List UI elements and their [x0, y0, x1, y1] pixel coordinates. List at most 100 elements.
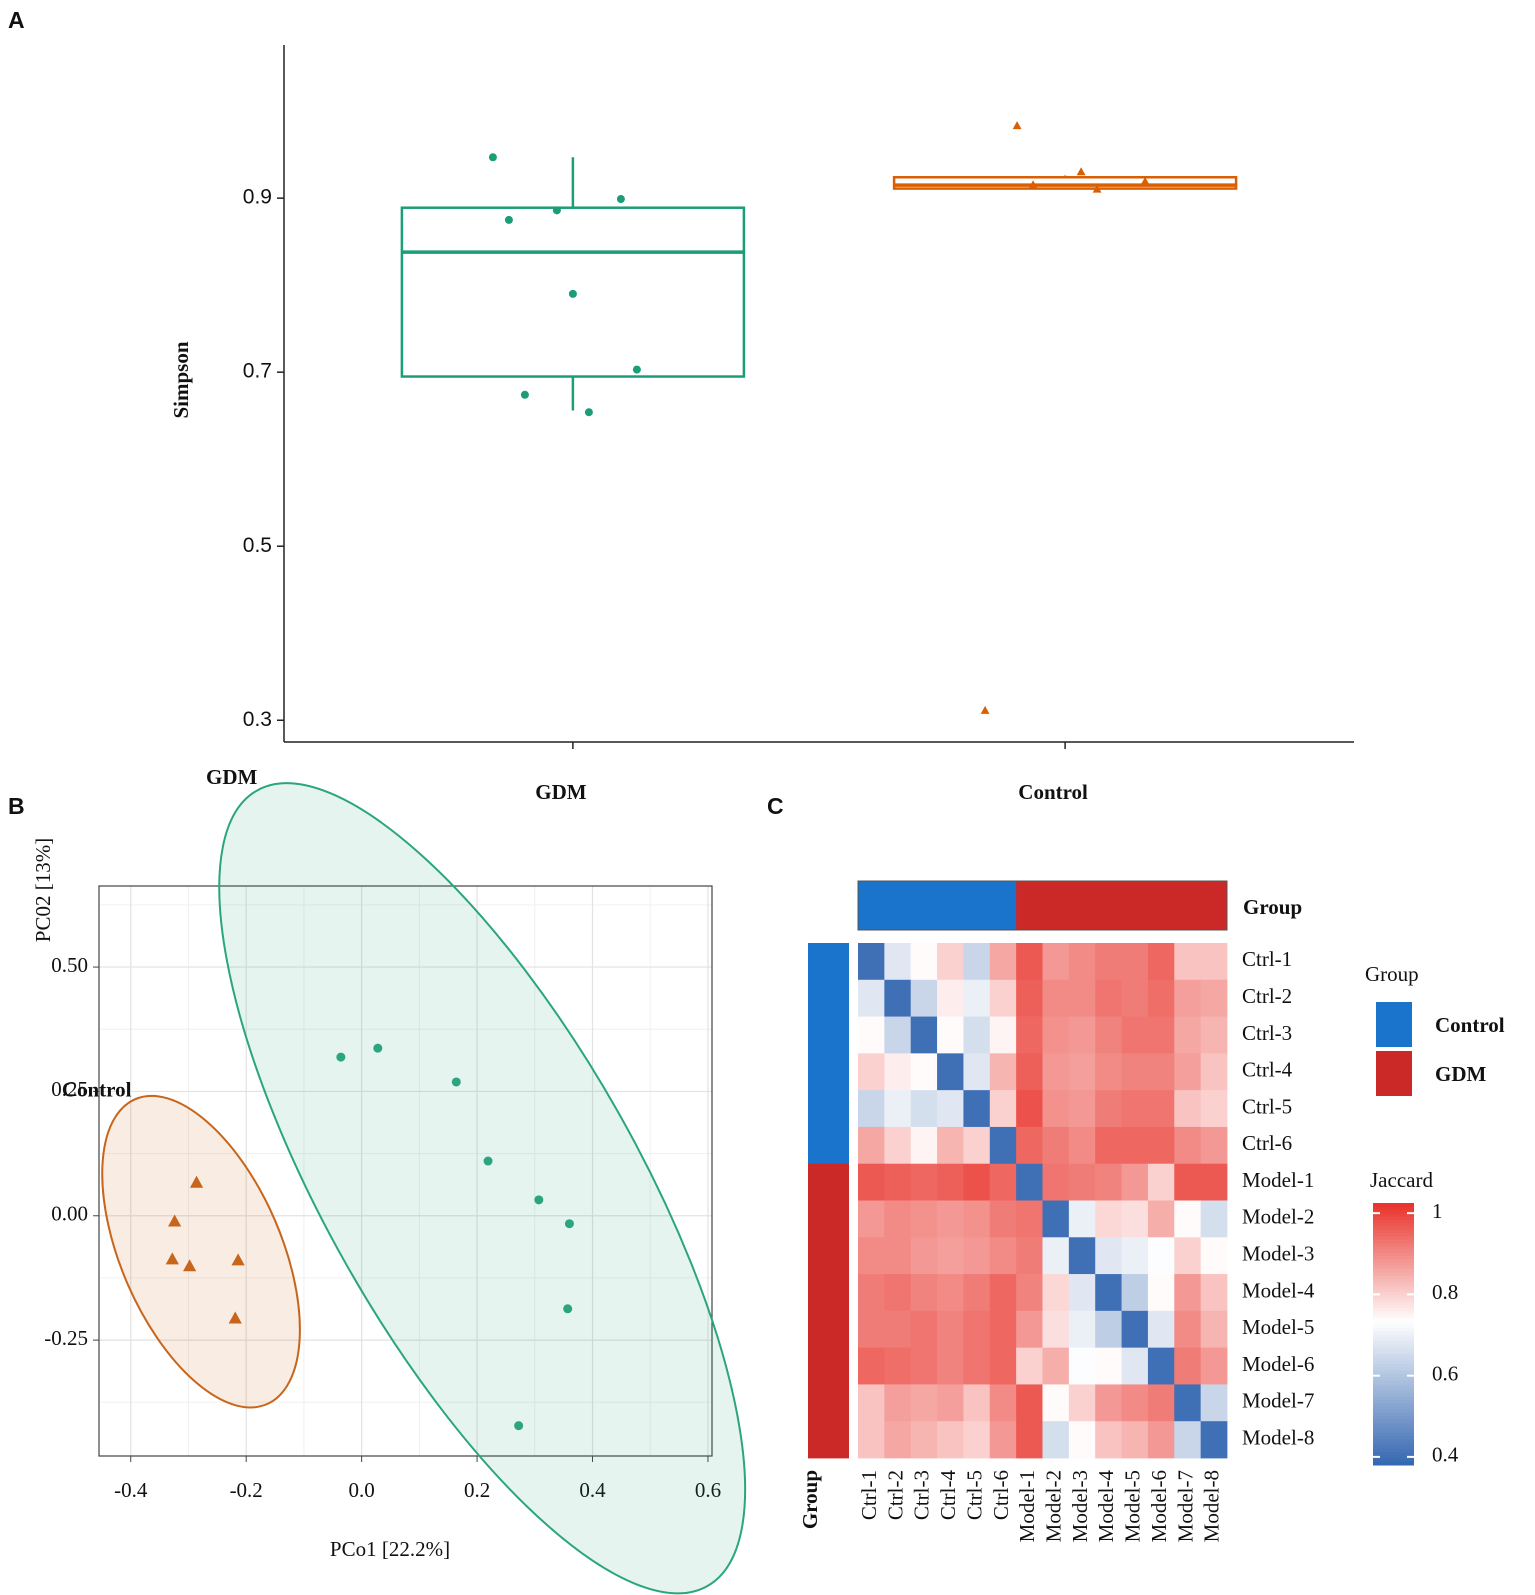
box — [400, 206, 746, 378]
colorbar-step — [1373, 1297, 1414, 1302]
heatmap-cell — [989, 1200, 1017, 1238]
heatmap-cell — [1042, 943, 1070, 981]
point — [616, 195, 625, 204]
heatmap-cell — [1016, 1237, 1043, 1275]
colorbar-step — [1373, 1330, 1414, 1335]
heatmap-cell — [1121, 1126, 1149, 1165]
y-axis-title: Simpson — [169, 341, 193, 418]
heatmap-cell — [963, 1310, 991, 1349]
heatmap-cell — [884, 1090, 912, 1128]
heatmap-cell — [910, 1237, 938, 1275]
point — [165, 1252, 179, 1265]
colorbar-step — [1373, 1271, 1414, 1276]
heatmap-cell — [884, 1237, 912, 1275]
heatmap-cell — [1174, 1163, 1202, 1201]
point — [534, 1195, 544, 1205]
x-tick-label: 0.2 — [464, 1478, 490, 1502]
colorbar-step — [1373, 1376, 1414, 1381]
point — [504, 215, 513, 224]
heatmap-cell — [1147, 943, 1175, 981]
heatmap-cell — [1095, 1200, 1122, 1238]
heatmap-cell — [1174, 979, 1202, 1017]
heatmap-cell — [858, 1421, 885, 1459]
colorbar-step — [1373, 1232, 1414, 1237]
heatmap-cell — [1042, 1310, 1070, 1349]
heatmap-cell — [963, 1347, 991, 1385]
colorbar-step — [1373, 1268, 1414, 1273]
heatmap-cell — [989, 1016, 1017, 1054]
heatmap-cell — [1095, 1274, 1122, 1312]
colorbar-step — [1373, 1409, 1414, 1414]
heatmap-cell — [1068, 1274, 1096, 1312]
row-label: Ctrl-6 — [1242, 1131, 1292, 1155]
column-annotation — [1095, 881, 1122, 930]
colorbar-step — [1373, 1317, 1414, 1322]
heatmap-cell — [884, 1347, 912, 1385]
heatmap-cell — [1121, 1421, 1149, 1459]
heatmap-cell — [1042, 1090, 1070, 1128]
colorbar-step — [1373, 1209, 1414, 1214]
colorbar-step — [1373, 1278, 1414, 1283]
colorbar-step — [1373, 1301, 1414, 1306]
heatmap-cell — [937, 1237, 964, 1275]
colorbar-step — [1373, 1203, 1414, 1207]
column-label: Ctrl-3 — [910, 1470, 934, 1520]
colorbar-step — [1373, 1445, 1414, 1450]
heatmap-cell — [1016, 943, 1043, 981]
heatmap-cell — [963, 1237, 991, 1275]
colorbar-step — [1373, 1248, 1414, 1253]
point — [189, 1175, 204, 1188]
column-annotation — [1174, 881, 1202, 930]
row-annotation — [808, 1126, 849, 1165]
heatmap-cell — [858, 1200, 885, 1238]
heatmap-cell — [1016, 1126, 1043, 1165]
x-tick-label: -0.4 — [114, 1478, 148, 1502]
heatmap-cell — [1121, 1053, 1149, 1091]
point — [584, 408, 593, 417]
heatmap-cell — [1174, 1274, 1202, 1312]
colorbar-step — [1373, 1252, 1414, 1256]
heatmap-cell — [1174, 1053, 1202, 1091]
colorbar-step — [1373, 1206, 1414, 1211]
heatmap-cell — [1016, 1200, 1043, 1238]
colorbar-step — [1373, 1229, 1414, 1233]
heatmap-cell — [963, 1384, 991, 1422]
column-annotation — [1147, 881, 1175, 930]
row-annotation — [808, 1421, 849, 1459]
heatmap-cell — [989, 1126, 1017, 1165]
row-annotation — [808, 1163, 849, 1201]
row-annotation — [808, 1053, 849, 1091]
heatmap-cell — [1200, 1163, 1228, 1201]
colorbar-step — [1373, 1392, 1414, 1397]
column-label: Ctrl-1 — [857, 1470, 881, 1520]
heatmap-cell — [884, 1126, 912, 1165]
heatmap-cell — [1068, 1016, 1096, 1054]
colorbar-step — [1373, 1265, 1414, 1269]
heatmap-cell — [858, 1126, 885, 1165]
point — [1076, 167, 1086, 176]
heatmap-cell — [1200, 1090, 1228, 1128]
heatmap-cell — [910, 1310, 938, 1349]
heatmap-cell — [1121, 1310, 1149, 1349]
heatmap-cell — [1200, 1347, 1228, 1385]
heatmap-cell — [1095, 1347, 1122, 1385]
point — [1028, 180, 1038, 189]
legend-label: GDM — [1435, 1062, 1487, 1086]
heatmap-cell — [1095, 1126, 1122, 1165]
heatmap-cell — [1068, 1384, 1096, 1422]
y-tick-label: 0.9 — [243, 186, 272, 209]
x-tick-label: -0.2 — [230, 1478, 263, 1502]
point — [552, 206, 561, 215]
heatmap-cell — [963, 1421, 991, 1459]
colorbar-tick-label: 0.4 — [1432, 1443, 1459, 1467]
row-label: Ctrl-5 — [1242, 1094, 1292, 1118]
heatmap-cell — [1016, 1421, 1043, 1459]
heatmap-cell — [910, 979, 938, 1017]
heatmap-cell — [910, 1274, 938, 1312]
heatmap-cell — [1068, 1053, 1096, 1091]
point — [336, 1052, 346, 1062]
heatmap-cell — [858, 1347, 885, 1385]
colorbar-step — [1373, 1307, 1414, 1312]
heatmap-cell — [937, 1384, 964, 1422]
colorbar-step — [1373, 1383, 1414, 1387]
